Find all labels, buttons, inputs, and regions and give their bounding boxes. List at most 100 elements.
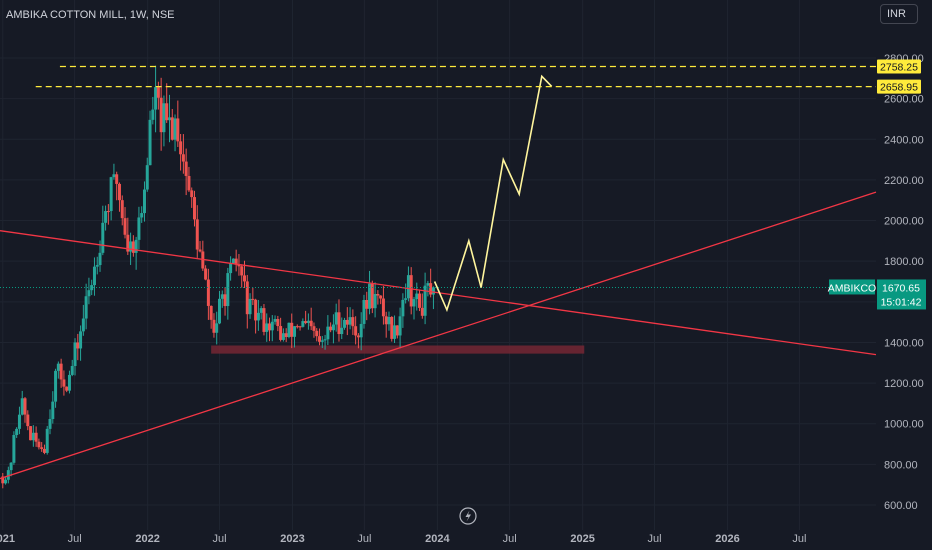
candle-body	[212, 319, 216, 333]
candle-body	[87, 290, 91, 297]
projection-path[interactable]	[433, 74, 553, 313]
candle-body	[6, 470, 10, 480]
candle-body	[148, 119, 152, 166]
candle-body	[1, 476, 5, 484]
y-tick-label: 2600.00	[884, 94, 924, 106]
y-tick-label: 1400.00	[884, 337, 924, 349]
candle-body	[326, 326, 330, 340]
currency-selector[interactable]: INR	[880, 4, 918, 24]
candle-body	[131, 241, 135, 253]
candle-body	[309, 320, 313, 327]
candle-body	[120, 200, 124, 219]
y-tick-label: 2200.00	[884, 175, 924, 187]
projection-path-layer[interactable]	[433, 74, 553, 313]
candle-body	[276, 319, 280, 327]
support-zone-layer	[211, 345, 585, 354]
x-tick-label: 2026	[715, 533, 739, 545]
candle-body	[426, 283, 430, 286]
candle-body	[209, 305, 213, 320]
candle-body	[406, 275, 410, 299]
candle-body	[51, 401, 55, 419]
candle-body	[431, 287, 435, 295]
candle-body	[301, 321, 305, 327]
candle-body	[306, 320, 310, 323]
candle-body	[112, 174, 116, 178]
y-tick-label: 600.00	[884, 500, 918, 512]
candle-body	[4, 479, 8, 484]
descending-trendline[interactable]	[0, 230, 877, 356]
candle-body	[37, 441, 41, 448]
candle-body	[29, 426, 33, 441]
candle-body	[81, 318, 85, 332]
candle-body	[126, 234, 130, 252]
y-tick-label: 1200.00	[884, 378, 924, 390]
candle-body	[248, 298, 252, 315]
candle-body	[256, 312, 260, 321]
target-levels[interactable]	[35, 65, 876, 88]
symbol-title: AMBIKA COTTON MILL, 1W, NSE	[6, 9, 175, 21]
lightning-icon[interactable]	[459, 507, 477, 525]
candle-body	[240, 266, 244, 276]
candle-body	[90, 285, 94, 291]
candle-body	[348, 317, 352, 325]
x-tick-label: 2025	[570, 533, 594, 545]
candle-body	[220, 294, 224, 299]
candle-body	[295, 326, 299, 328]
candle-body	[429, 283, 433, 295]
candle-body	[165, 103, 169, 121]
support-zone[interactable]	[211, 345, 585, 354]
candle-body	[206, 279, 210, 306]
time-axis[interactable]: 2021 Jul 2022 Jul 2023 Jul 2024 Jul 2025 Jul 2026 J…	[0, 533, 806, 545]
candle-body	[370, 283, 374, 309]
x-tick-label: Jul	[357, 533, 371, 545]
x-tick-label: 2023	[280, 533, 304, 545]
x-tick-label: Jul	[68, 533, 82, 545]
ticker-tag	[829, 279, 875, 295]
candle-body	[398, 316, 402, 336]
candle-body	[251, 298, 255, 300]
candle-body	[198, 249, 202, 252]
y-tick-label: 1800.00	[884, 256, 924, 268]
candle-body	[268, 323, 272, 331]
x-tick-label: 2024	[425, 533, 450, 545]
candle-body	[323, 339, 327, 341]
candle-body	[17, 414, 21, 429]
candle-body	[226, 273, 230, 307]
x-tick-label: Jul	[792, 533, 806, 545]
candle-body	[293, 326, 297, 337]
candle-body	[315, 330, 319, 337]
candle-body	[101, 222, 105, 253]
candle-body	[42, 448, 46, 453]
candle-body	[401, 299, 405, 317]
candle-body	[279, 326, 283, 340]
target-level-label: 2658.95	[880, 82, 918, 94]
ascending-trendline[interactable]	[0, 191, 877, 480]
current-price-tag	[877, 279, 926, 310]
candle-body	[98, 252, 102, 266]
candle-body	[54, 370, 58, 402]
candle-body	[192, 197, 196, 220]
candle-body	[345, 319, 349, 325]
candle-body	[67, 374, 71, 391]
candle-body	[229, 263, 233, 274]
candle-body	[184, 161, 188, 176]
target-level-tag	[877, 79, 921, 94]
candle-body	[154, 87, 158, 110]
grid	[0, 0, 876, 530]
candle-body	[15, 428, 19, 436]
candle-body	[115, 174, 119, 184]
candle-body	[254, 299, 258, 321]
candle-body	[79, 331, 83, 349]
candle-body	[106, 211, 110, 213]
candle-body	[395, 325, 399, 336]
candle-body	[123, 218, 127, 235]
candle-body	[134, 239, 138, 253]
candle-body	[104, 211, 108, 223]
candle-body	[404, 298, 408, 300]
candle-body	[95, 265, 99, 267]
candle-body	[379, 295, 383, 299]
x-tick-label: Jul	[647, 533, 661, 545]
y-tick-label: 1000.00	[884, 419, 924, 431]
